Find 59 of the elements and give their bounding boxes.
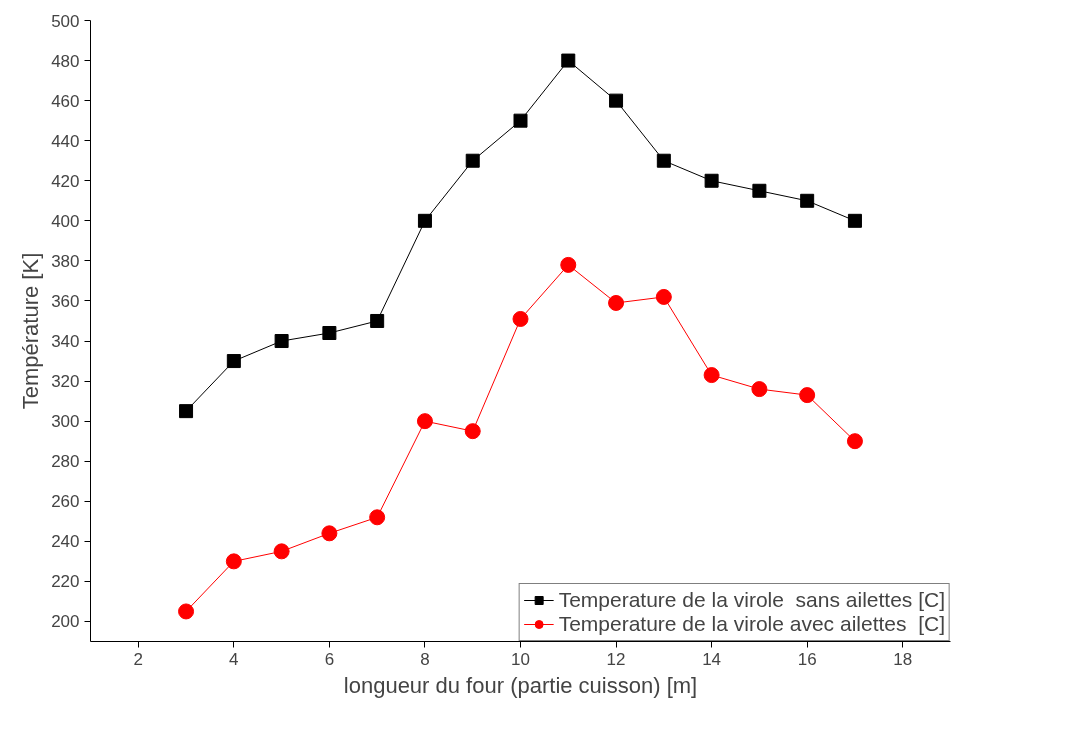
y-tick-label: 300 — [51, 412, 80, 432]
point — [225, 553, 242, 570]
x-axis-title: longueur du four (partie cuisson) [m] — [343, 672, 698, 698]
x-tick-label: 4 — [229, 649, 239, 669]
point — [561, 53, 576, 68]
point — [226, 354, 241, 369]
point — [751, 381, 768, 398]
point — [464, 423, 481, 440]
point — [465, 153, 480, 168]
point — [512, 311, 529, 327]
point — [560, 256, 577, 273]
y-tick-label: 240 — [51, 532, 80, 552]
y-tick-label: 320 — [51, 372, 80, 392]
x-tick-label: 6 — [324, 649, 335, 669]
point — [273, 543, 290, 560]
y-tick-label: 340 — [51, 332, 80, 352]
y-tick-label: 440 — [51, 131, 80, 151]
point — [799, 387, 816, 404]
point — [656, 153, 671, 168]
y-tick-label: 500 — [51, 11, 80, 31]
point — [322, 326, 337, 340]
point — [370, 313, 385, 328]
y-tick-label: 220 — [51, 572, 80, 592]
legend-label: Temperature de la virole avec ailettes [C] — [558, 612, 945, 636]
x-tick-label: 16 — [797, 649, 817, 669]
point — [847, 213, 862, 228]
point — [417, 213, 432, 228]
point — [846, 433, 863, 450]
y-tick-label: 400 — [51, 211, 80, 231]
y-tick-label: 260 — [51, 492, 80, 512]
point — [274, 334, 289, 349]
point — [703, 367, 720, 384]
y-tick-label: 200 — [51, 612, 80, 632]
point — [178, 603, 195, 620]
y-tick-label: 480 — [51, 51, 80, 71]
point — [608, 294, 625, 311]
point — [416, 413, 433, 430]
y-tick-label: 380 — [51, 251, 80, 271]
y-axis-title: Température [K] — [18, 252, 44, 410]
point — [655, 288, 672, 305]
x-tick-label: 18 — [893, 649, 913, 669]
point — [800, 193, 815, 208]
y-tick-label: 280 — [51, 452, 80, 472]
y-tick-label: 460 — [51, 91, 80, 111]
x-tick-label: 8 — [420, 649, 430, 669]
legend-label: Temperature de la virole sans ailettes [C] — [558, 588, 945, 612]
y-tick-label: 360 — [51, 291, 80, 311]
x-tick-label: 12 — [606, 649, 626, 669]
x-tick-label: 10 — [511, 649, 530, 669]
x-tick-label: 2 — [133, 649, 144, 669]
point — [321, 525, 338, 542]
y-tick-label: 420 — [51, 171, 80, 191]
point — [369, 509, 386, 526]
point — [704, 173, 719, 188]
point — [513, 113, 528, 128]
point — [179, 404, 194, 419]
point — [609, 93, 624, 108]
point — [752, 183, 767, 198]
x-tick-label: 14 — [702, 649, 722, 669]
